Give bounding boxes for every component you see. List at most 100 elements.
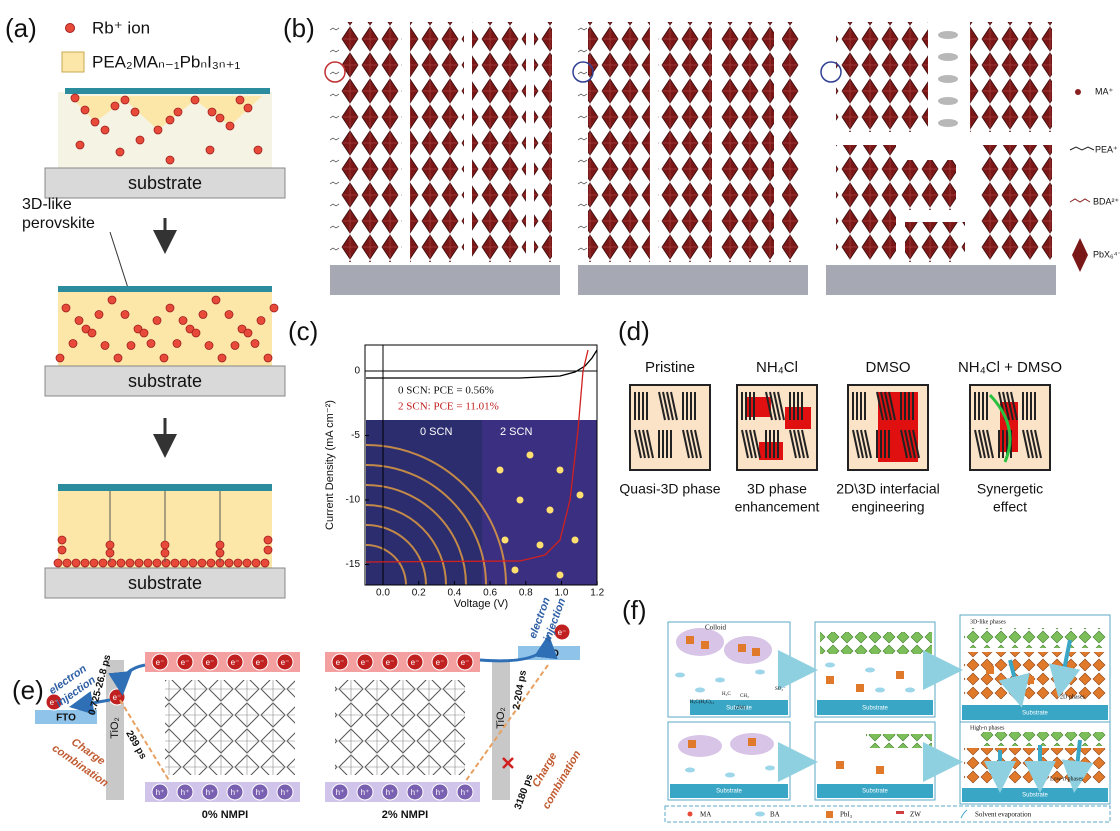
diffraction-ring [365, 524, 427, 586]
ion [160, 548, 170, 558]
organic-chain [577, 27, 588, 31]
annotation: perovskite [22, 215, 95, 232]
colloid [676, 628, 724, 656]
diffraction-spot [546, 506, 554, 514]
layer-2d [856, 429, 864, 459]
legend-text: PEA⁺ [1095, 144, 1118, 154]
layer-2d [986, 429, 994, 459]
ion [81, 324, 91, 334]
ion [211, 295, 221, 305]
diffraction-spot [526, 451, 534, 459]
inset-label: 2 SCN [500, 426, 532, 438]
ion [165, 303, 175, 313]
curve [366, 349, 598, 379]
ion [179, 558, 189, 568]
legend-icon [755, 811, 765, 817]
pbi3 [896, 671, 904, 679]
tio2-label: TiO₂ [109, 717, 121, 739]
ba [825, 662, 835, 668]
legend-icon [1075, 89, 1081, 95]
ion [107, 295, 117, 305]
carrier-label: h⁺ [436, 788, 445, 797]
substrate-label: substrate [128, 173, 202, 193]
legend-box [664, 805, 1111, 823]
ion [55, 353, 65, 363]
legend-text: PbI₃ [840, 811, 853, 819]
ion [207, 107, 217, 117]
carrier-label: e⁻ [361, 658, 370, 667]
layer-2d [797, 429, 805, 459]
legend-text: MA⁺ [1095, 86, 1114, 96]
x-tick-label: 0.0 [376, 588, 390, 599]
legend-text: PbX₆⁴⁻ [1093, 249, 1120, 259]
ion [135, 135, 145, 145]
organic-chain [329, 93, 340, 97]
lattice [896, 160, 956, 210]
ion [105, 548, 115, 558]
ion [170, 558, 180, 568]
legend-text: Solvent evaporation [975, 811, 1032, 819]
organic-chain [329, 27, 340, 31]
ion [172, 339, 182, 348]
carrier [406, 653, 424, 671]
layer-2d [1026, 429, 1034, 459]
caption: Synergetic [977, 481, 1043, 497]
carrier [176, 783, 194, 801]
caption: 3D phase [747, 481, 807, 497]
ion [191, 328, 201, 338]
ion [152, 316, 162, 325]
plot-frame [364, 344, 598, 586]
ion [139, 328, 149, 338]
phase [964, 628, 1106, 648]
carrier [151, 783, 169, 801]
diffraction-spot [571, 536, 579, 544]
layer-2d [646, 429, 654, 459]
carrier [201, 653, 219, 671]
ion [256, 316, 266, 325]
ion [94, 310, 104, 319]
phase [964, 652, 1106, 700]
time-label: 289 ps [123, 729, 148, 762]
diffraction-spot [511, 566, 519, 574]
panel-label: (a) [5, 13, 37, 43]
ion [61, 303, 71, 313]
diffraction-ring [365, 504, 447, 586]
organic-chain [329, 71, 340, 75]
legend-text: 2 SCN: PCE = 11.01% [398, 401, 499, 413]
ion [133, 324, 143, 334]
substrate [44, 365, 286, 397]
ion [152, 558, 162, 568]
legend-icon [960, 809, 968, 819]
diffraction-spot [516, 496, 524, 504]
ion [260, 558, 270, 568]
carrier [356, 653, 374, 671]
ion [161, 558, 171, 568]
carrier-label: e⁻ [50, 698, 59, 707]
ion [74, 316, 84, 325]
layer-2d [789, 429, 797, 459]
highlight [820, 61, 842, 83]
diffraction-spot [501, 536, 509, 544]
organic-chain [329, 181, 340, 185]
carrier-label: e⁻ [558, 628, 567, 637]
substrate [962, 705, 1108, 720]
carrier [553, 623, 571, 641]
y-tick-label: -5 [351, 430, 360, 441]
ion [160, 540, 170, 550]
substrate [578, 265, 808, 295]
ba [865, 667, 875, 673]
phase [820, 632, 932, 654]
legend-text: ZW [910, 811, 921, 819]
carrier-label: h⁺ [361, 788, 370, 797]
legend-text: BA [770, 811, 780, 819]
organic-chain [577, 225, 588, 229]
organic-chain [577, 159, 588, 163]
colloid [724, 636, 772, 664]
carrier-label: e⁻ [156, 658, 165, 667]
lattice [980, 145, 1052, 260]
organic-chain [577, 203, 588, 207]
pbi3 [688, 740, 696, 748]
layer-2d [852, 429, 860, 459]
pbi3 [748, 738, 756, 746]
panel-b: (b) MA⁺ PEA⁺ BDA²⁺ PbX₆⁴⁻ [283, 13, 1120, 295]
